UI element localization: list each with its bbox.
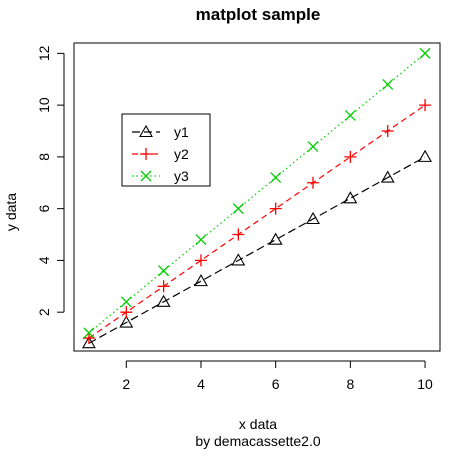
chart-subtitle: by demacassette2.0 [195,433,321,449]
chart-title: matplot sample [196,5,321,24]
series-y1 [81,149,433,349]
series-y3 [83,47,431,339]
data-point [82,332,95,345]
data-point [232,203,244,215]
data-point [344,150,357,163]
data-point [307,141,319,152]
y-axis-label: y data [3,193,19,231]
data-point [419,47,431,59]
legend-label: y1 [174,124,189,140]
legend-item: y2 [132,146,189,162]
legend-item: y1 [132,124,189,140]
series-layer [81,47,433,349]
data-point [270,172,282,184]
y-tick-label: 6 [36,205,52,213]
data-point [120,306,133,319]
legend-label: y3 [174,168,189,184]
legend-marker [140,170,152,182]
legend: y1 y2 y3 [121,113,211,187]
series-y2 [82,99,432,345]
data-point [232,228,245,241]
data-point [382,78,394,90]
y-tick-label: 8 [36,153,52,161]
legend-marker [140,148,152,160]
x-axis: 2 4 6 8 10 [122,360,433,392]
x-tick-label: 8 [346,376,354,392]
data-point [307,176,320,189]
y-tick-label: 2 [36,308,52,316]
series-line [88,104,426,339]
legend-box [121,113,211,187]
series-line [88,52,426,334]
x-tick-label: 2 [122,376,130,392]
data-point [306,211,320,225]
legend-marker [139,124,153,138]
data-point [156,294,171,307]
data-point [81,336,96,349]
data-point [380,170,395,183]
y-axis: 2 4 6 8 10 12 [36,45,65,316]
x-axis-label: x data [239,416,277,432]
plot-area-frame [73,42,441,352]
data-point [119,315,134,328]
data-point [268,232,283,245]
data-point [381,125,394,137]
data-point [231,253,246,266]
data-point [157,280,170,293]
data-point [158,265,170,277]
data-point [418,149,433,162]
data-point [83,327,95,339]
data-point [343,191,358,204]
x-tick-label: 10 [417,376,433,392]
data-point [344,110,356,121]
y-tick-label: 4 [36,256,52,264]
x-tick-label: 6 [272,376,280,392]
y-tick-label: 10 [36,97,52,113]
data-point [269,202,282,215]
data-point [195,234,207,246]
data-point [194,254,207,267]
data-point [194,274,208,287]
y-tick-label: 12 [36,45,52,61]
x-tick-label: 4 [197,376,205,392]
legend-item: y3 [132,168,189,184]
data-point [120,296,132,308]
legend-label: y2 [174,146,189,162]
series-line [88,156,426,344]
data-point [419,99,432,112]
